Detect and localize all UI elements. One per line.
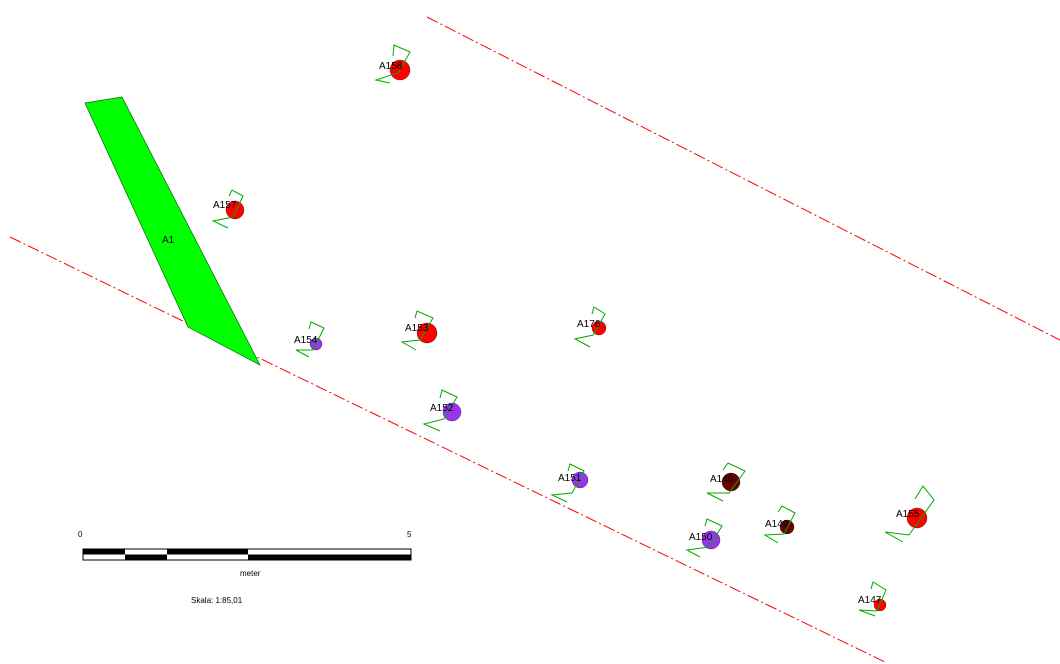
- feature-label: A149: [765, 519, 789, 530]
- section-bracket: [706, 462, 746, 502]
- feature-marker: [225, 200, 245, 220]
- section-bracket: [400, 310, 434, 351]
- feature-a150: A150: [685, 518, 723, 558]
- feature-a155: A155: [884, 485, 935, 543]
- feature-label: A153: [405, 323, 429, 334]
- area-polygon: [84, 96, 261, 366]
- section-bracket: [211, 189, 244, 229]
- feature-a151: A151: [550, 463, 589, 503]
- section-bracket: [685, 518, 723, 558]
- feature-label: A147: [858, 595, 882, 606]
- feature-a157: A157: [211, 189, 245, 229]
- section-bracket: [884, 485, 935, 543]
- feature-a147: A147: [858, 581, 887, 617]
- feature-a153: A153: [400, 310, 438, 351]
- section-bracket: [295, 321, 325, 358]
- feature-label: A150: [689, 532, 713, 543]
- feature-marker: [442, 402, 462, 422]
- feature-a148: A148: [706, 462, 746, 502]
- feature-marker: [571, 471, 589, 489]
- feature-label: A158: [379, 61, 403, 72]
- feature-label: A152: [430, 403, 454, 414]
- feature-marker: [701, 530, 721, 550]
- section-bracket: [573, 306, 606, 348]
- scale-end-label: 5: [407, 530, 412, 539]
- feature-a158: A158: [374, 44, 411, 84]
- area-label: A1: [162, 235, 175, 246]
- feature-label: A151: [558, 473, 582, 484]
- scale-seg-3: [167, 549, 248, 554]
- feature-a154: A154: [294, 321, 325, 358]
- scale-start-label: 0: [78, 530, 83, 539]
- scale-seg-2: [125, 555, 167, 560]
- feature-marker: [416, 322, 438, 344]
- section-bracket: [374, 44, 411, 84]
- feature-label: A155: [896, 509, 920, 520]
- feature-marker: [906, 507, 928, 529]
- scale-seg-1: [83, 549, 125, 554]
- scale-text: Skala: 1:85,01: [191, 596, 243, 605]
- feature-label: A148: [710, 474, 734, 485]
- lower-boundary-line: [9, 236, 886, 663]
- section-bracket: [763, 505, 796, 544]
- section-bracket: [858, 581, 887, 617]
- feature-label: A176: [577, 319, 601, 330]
- feature-a176: A176: [573, 306, 607, 348]
- feature-label: A157: [213, 200, 237, 211]
- feature-label: A154: [294, 335, 318, 346]
- scale-bar: 0 5 meter Skala: 1:85,01: [78, 530, 412, 605]
- feature-a149: A149: [763, 505, 796, 544]
- section-bracket: [422, 389, 458, 432]
- upper-boundary-line: [426, 16, 1060, 341]
- features-layer: A158 A157 A154 A153 A176 A152 A151 A148 A149 A150…: [211, 44, 935, 617]
- scale-seg-4: [248, 555, 411, 560]
- scale-unit: meter: [240, 569, 261, 578]
- section-bracket: [550, 463, 585, 503]
- feature-marker: [779, 519, 795, 535]
- feature-a152: A152: [422, 389, 462, 432]
